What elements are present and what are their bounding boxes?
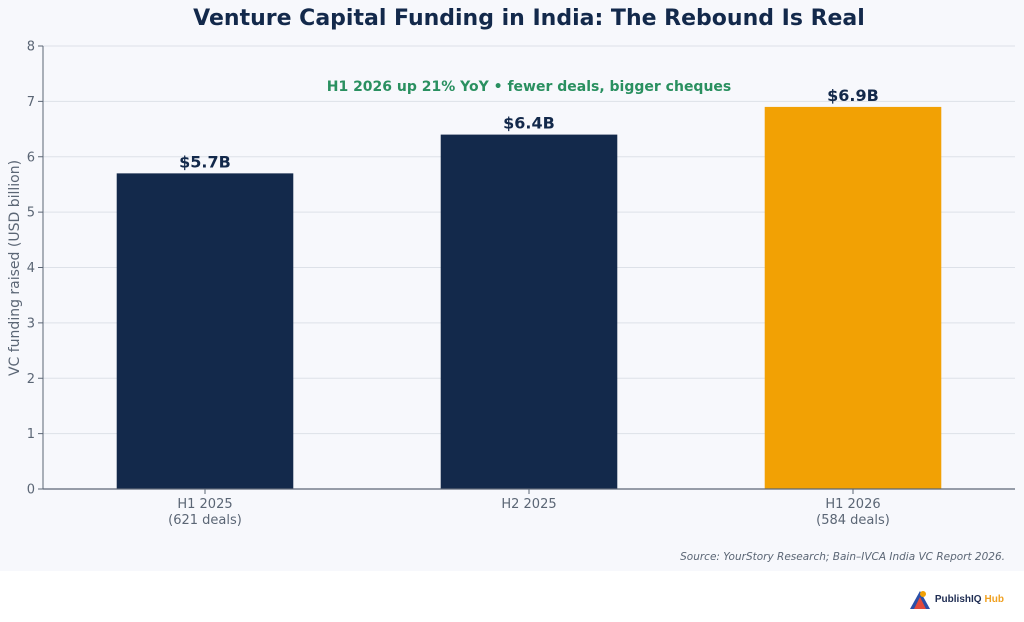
x-tick-label: H1 2026: [825, 497, 880, 512]
x-tick-label: H1 2025: [177, 497, 232, 512]
chart-annotation: H1 2026 up 21% YoY • fewer deals, bigger…: [327, 79, 732, 95]
y-tick-label: 6: [27, 150, 35, 165]
logo-text-hub: Hub: [984, 593, 1004, 605]
y-tick-label: 3: [27, 316, 35, 331]
logo-text-publishiq: PublishIQ: [934, 593, 982, 605]
axes: 0 1 2 3 4 5 6 7 8 H1 2025(621 deals) H2 2025 H1 202…: [27, 40, 1015, 528]
y-axis-title: VC funding raised (USD billion): [7, 160, 23, 376]
y-tick-label: 2: [27, 372, 35, 387]
y-tick-label: 8: [27, 40, 35, 55]
source-note: Source: YourStory Research; Bain–IVCA In…: [680, 551, 1005, 563]
x-tick-label: H2 2025: [501, 497, 556, 512]
y-tick-label: 1: [27, 427, 35, 442]
bar-1: [116, 173, 294, 490]
chart-panel: Venture Capital Funding in India: The Re…: [7, 6, 1015, 563]
y-tick-label: 5: [27, 206, 35, 221]
publishiq-hub-logo: PublishIQ Hub: [908, 587, 1004, 611]
y-tick-label: 7: [27, 95, 35, 110]
x-tick-sublabel: (621 deals): [168, 513, 242, 528]
bars: $5.7B $6.4B $6.9B: [116, 86, 942, 490]
y-tick-label: 0: [27, 483, 35, 498]
bar-3: [764, 106, 942, 489]
bar-chart: Venture Capital Funding in India: The Re…: [7, 6, 1015, 563]
bar-value-label: $6.9B: [827, 86, 879, 105]
logo-mark-icon: [909, 591, 930, 609]
bar-value-label: $6.4B: [503, 114, 555, 133]
bar-value-label: $5.7B: [179, 152, 231, 171]
bar-2: [440, 134, 618, 489]
y-tick-label: 4: [27, 261, 35, 276]
x-tick-sublabel: (584 deals): [816, 513, 890, 528]
chart-title: Venture Capital Funding in India: The Re…: [193, 6, 865, 31]
